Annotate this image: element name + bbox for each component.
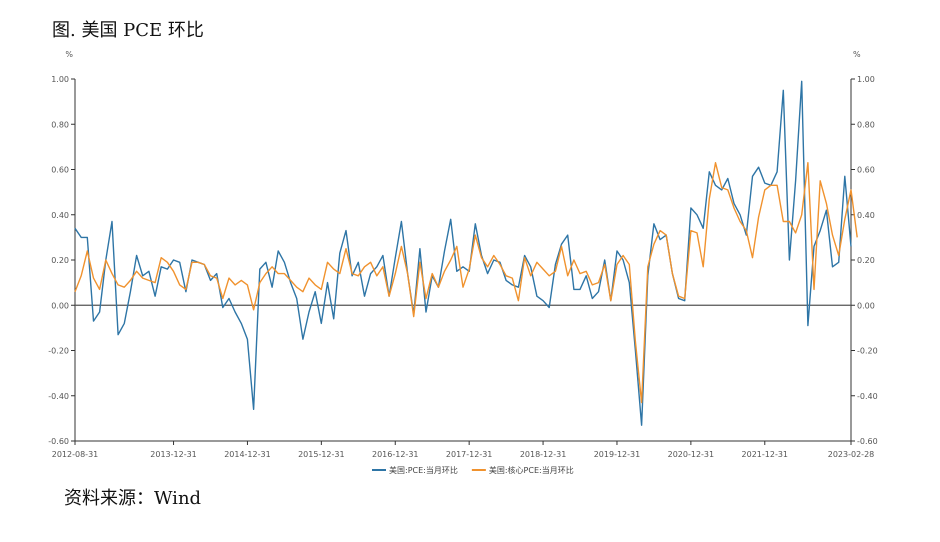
y-tick-label-left: -0.60 [48, 437, 69, 446]
y-tick-label-left: 0.80 [51, 120, 69, 129]
y-tick-label-left: 1.00 [51, 75, 69, 84]
y-tick-label-left: 0.20 [51, 256, 69, 265]
y-unit-right: % [853, 50, 861, 59]
y-tick-label-right: -0.20 [857, 347, 878, 356]
y-tick-label-right: -0.40 [857, 392, 878, 401]
y-tick-label-right: 0.60 [857, 166, 875, 175]
x-tick-label: 2023-02-28 [828, 450, 875, 459]
figure-source: 资料来源：Wind [64, 488, 202, 509]
x-tick-label: 2016-12-31 [372, 450, 419, 459]
y-tick-label-right: 0.40 [857, 211, 875, 220]
chart-legend: 美国:PCE:当月环比 美国:核心PCE:当月环比 [372, 465, 574, 475]
x-tick-label: 2020-12-31 [668, 450, 715, 459]
series-line-2 [74, 161, 858, 404]
y-tick-label-right: 1.00 [857, 75, 875, 84]
x-tick-label: 2014-12-31 [224, 450, 271, 459]
x-tick-label: 2013-12-31 [150, 450, 197, 459]
y-tick-label-right: 0.00 [857, 301, 875, 310]
axis-ticks: % % 1.00 1.00 0.80 0.80 0.60 0.60 0.40 0.40 0.20 0.… [48, 50, 877, 459]
legend-label-1: 美国:PCE:当月环比 [389, 465, 458, 475]
y-tick-label-left: 0.60 [51, 166, 69, 175]
y-tick-label-right: 0.20 [857, 256, 875, 265]
x-tick-label: 2021-12-31 [742, 450, 789, 459]
chart-series [74, 80, 858, 426]
series-line-1 [74, 80, 852, 426]
y-tick-label-right: -0.60 [857, 437, 878, 446]
y-tick-label-left: -0.20 [48, 347, 69, 356]
x-tick-label: 2017-12-31 [446, 450, 493, 459]
y-unit-left: % [65, 50, 73, 59]
x-tick-label: 2019-12-31 [594, 450, 641, 459]
x-tick-label: 2018-12-31 [520, 450, 567, 459]
y-tick-label-right: 0.80 [857, 120, 875, 129]
legend-label-2: 美国:核心PCE:当月环比 [489, 465, 574, 475]
x-tick-label: 2012-08-31 [52, 450, 99, 459]
y-tick-label-left: -0.40 [48, 392, 69, 401]
y-tick-label-left: 0.00 [51, 301, 69, 310]
y-tick-label-left: 0.40 [51, 211, 69, 220]
figure-title: 图. 美国 PCE 环比 [52, 20, 204, 41]
x-tick-label: 2015-12-31 [298, 450, 345, 459]
